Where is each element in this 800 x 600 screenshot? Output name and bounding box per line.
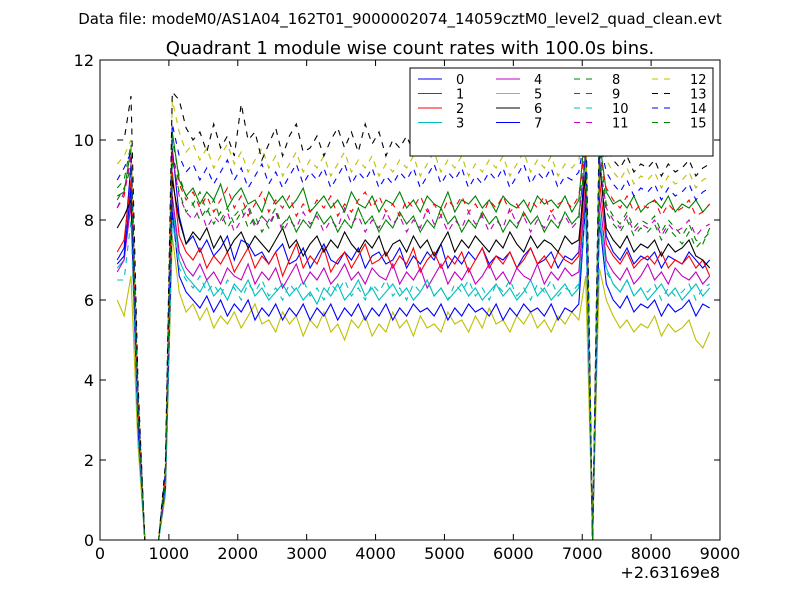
x-tick-label: 1000 — [149, 544, 190, 563]
series-line-12 — [116, 99, 710, 540]
x-tick-label: 0 — [95, 544, 105, 563]
legend-label: 1 — [456, 88, 464, 103]
legend-frame — [409, 67, 714, 157]
series-line-7 — [116, 187, 710, 540]
legend-label: 2 — [456, 102, 464, 117]
series-layer — [116, 90, 711, 540]
legend-label: 9 — [612, 88, 620, 103]
x-offset-label: +2.63169e8 — [620, 563, 720, 582]
y-tick-label: 12 — [74, 51, 94, 70]
legend-label: 3 — [456, 117, 464, 132]
figure-suptitle: Data file: modeM0/AS1A04_162T01_90000020… — [78, 10, 722, 29]
series-line-10 — [117, 211, 710, 540]
series-line-11 — [116, 147, 710, 540]
series-line-8 — [116, 131, 711, 540]
x-tick-label: 6000 — [493, 544, 534, 563]
y-tick-label: 4 — [84, 371, 94, 390]
series-line-13 — [117, 90, 710, 540]
legend-label: 15 — [690, 117, 707, 132]
series-line-3 — [116, 195, 711, 540]
legend-label: 4 — [534, 73, 542, 88]
legend-label: 13 — [690, 88, 707, 103]
legend-label: 6 — [534, 102, 542, 117]
y-tick-label: 2 — [84, 451, 94, 470]
series-line-6 — [116, 163, 711, 540]
y-tick-label: 10 — [74, 131, 94, 150]
legend-label: 10 — [612, 102, 629, 117]
x-tick-label: 2000 — [217, 544, 258, 563]
series-line-2 — [116, 171, 711, 540]
legend-label: 8 — [612, 73, 620, 88]
legend-label: 0 — [456, 73, 464, 88]
series-line-0 — [116, 147, 711, 540]
axis-layer: 0 1000 2000 3000 4000 5000 6000 7000 8000 9000 0 2 4… — [74, 51, 741, 563]
series-line-1 — [116, 123, 711, 540]
series-line-15 — [116, 155, 711, 540]
x-tick-label: 5000 — [424, 544, 465, 563]
series-line-14 — [116, 123, 710, 540]
series-line-4 — [116, 187, 711, 540]
legend-label: 11 — [612, 117, 629, 132]
legend-label: 14 — [690, 102, 707, 117]
x-tick-label: 7000 — [562, 544, 603, 563]
legend-label: 7 — [534, 117, 542, 132]
x-tick-label: 4000 — [355, 544, 396, 563]
y-tick-label: 8 — [84, 211, 94, 230]
x-tick-label: 8000 — [631, 544, 672, 563]
chart-title: Quadrant 1 module wise count rates with … — [166, 38, 655, 59]
legend-label: 5 — [534, 88, 542, 103]
series-line-5 — [116, 235, 711, 540]
legend-label: 12 — [690, 73, 707, 88]
x-tick-label: 9000 — [700, 544, 741, 563]
y-tick-label: 0 — [84, 531, 94, 550]
x-tick-label: 3000 — [286, 544, 327, 563]
y-tick-label: 6 — [84, 291, 94, 310]
